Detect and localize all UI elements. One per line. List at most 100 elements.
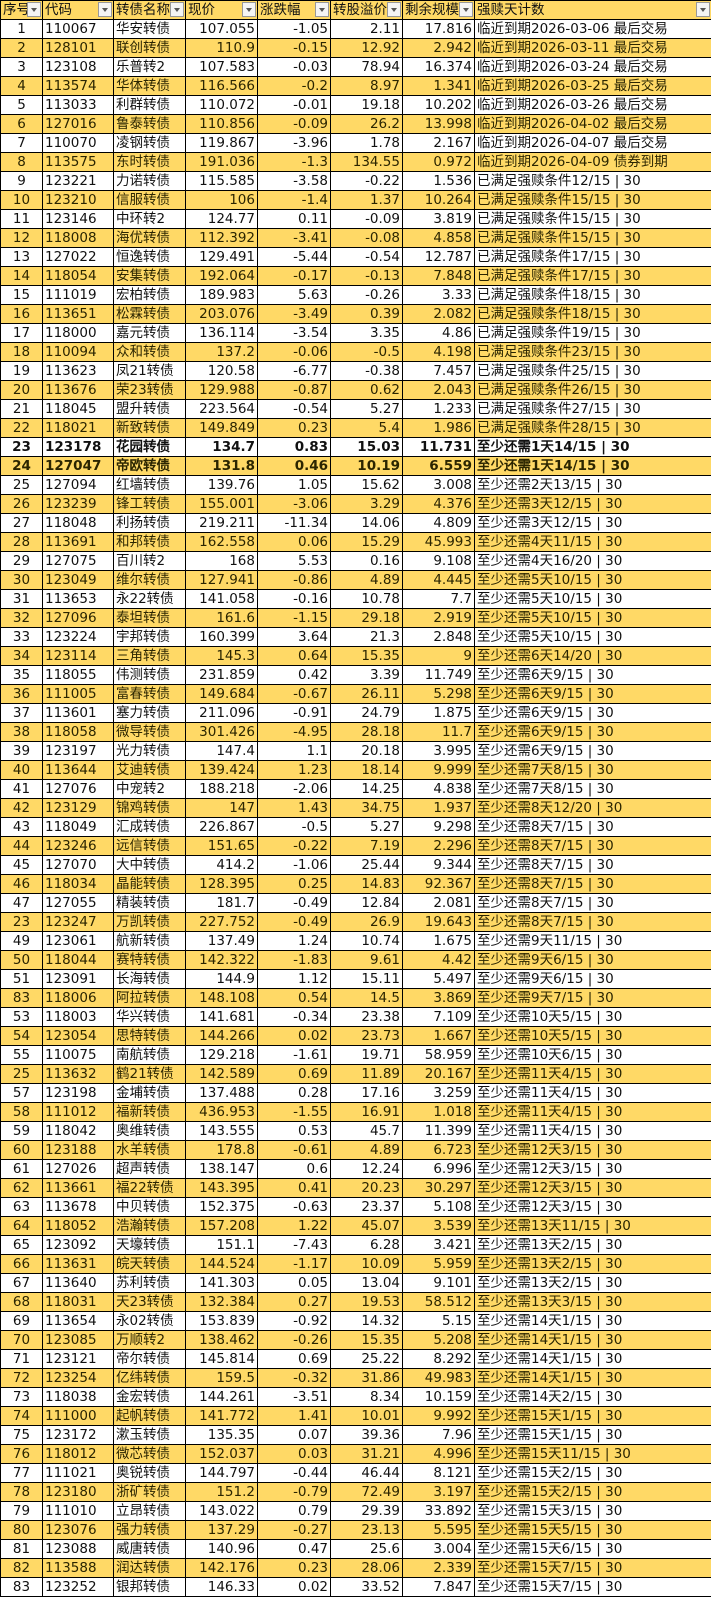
table-row[interactable]: 65 123092 天壕转债 151.1 -7.43 6.28 3.421 至少还需13天2/… [0, 1235, 711, 1255]
cell-name[interactable]: 福新转债 [113, 1102, 186, 1122]
cell-price[interactable]: 134.7 [185, 437, 258, 457]
cell-seq[interactable]: 9 [0, 171, 43, 191]
cell-seq[interactable]: 37 [0, 703, 43, 723]
cell-remaining[interactable]: 5.15 [402, 1311, 475, 1331]
cell-change[interactable]: -0.03 [257, 57, 331, 77]
cell-name[interactable]: 银邦转债 [113, 1577, 186, 1597]
cell-remaining[interactable]: 2.081 [402, 893, 475, 913]
cell-price[interactable]: 189.983 [185, 285, 258, 305]
cell-code[interactable]: 127047 [42, 456, 114, 476]
table-row[interactable]: 14 118054 安集转债 192.064 -0.17 -0.13 7.848 已满足强赎条… [0, 266, 711, 286]
cell-code[interactable]: 118055 [42, 665, 114, 685]
cell-name[interactable]: 立昂转债 [113, 1501, 186, 1521]
cell-redeem-count[interactable]: 至少还需14天1/15 | 30 [474, 1330, 711, 1350]
table-row[interactable]: 22 118021 新致转债 149.849 0.23 5.4 1.986 已满足强赎条件28… [0, 418, 711, 438]
table-row[interactable]: 80 123076 强力转债 137.29 -0.27 23.13 5.595 至少还需15天… [0, 1520, 711, 1540]
cell-remaining[interactable]: 9.101 [402, 1273, 475, 1293]
cell-name[interactable]: 众和转债 [113, 342, 186, 362]
table-row[interactable]: 69 113654 永02转债 153.839 -0.92 14.32 5.15 至少还需14… [0, 1311, 711, 1331]
cell-premium[interactable]: -0.38 [330, 361, 403, 381]
cell-premium[interactable]: 10.19 [330, 456, 403, 476]
cell-name[interactable]: 乐普转2 [113, 57, 186, 77]
cell-code[interactable]: 123146 [42, 209, 114, 229]
cell-code[interactable]: 123221 [42, 171, 114, 191]
table-row[interactable]: 61 127026 超声转债 138.147 0.6 12.24 6.996 至少还需12天3… [0, 1159, 711, 1179]
cell-premium[interactable]: 46.44 [330, 1463, 403, 1483]
header-seq[interactable]: 序号 [0, 0, 43, 20]
cell-name[interactable]: 新致转债 [113, 418, 186, 438]
cell-remaining[interactable]: 3.539 [402, 1216, 475, 1236]
table-row[interactable]: 13 127022 恒逸转债 129.491 -5.44 -0.54 12.787 已满足强赎… [0, 247, 711, 267]
cell-code[interactable]: 111005 [42, 684, 114, 704]
cell-premium[interactable]: 4.89 [330, 570, 403, 590]
cell-remaining[interactable]: 7.457 [402, 361, 475, 381]
cell-redeem-count[interactable]: 至少还需13天11/15 | 30 [474, 1216, 711, 1236]
cell-redeem-count[interactable]: 至少还需6天9/15 | 30 [474, 703, 711, 723]
cell-name[interactable]: 华兴转债 [113, 1007, 186, 1027]
cell-seq[interactable]: 19 [0, 361, 43, 381]
cell-code[interactable]: 118003 [42, 1007, 114, 1027]
cell-remaining[interactable]: 5.497 [402, 969, 475, 989]
table-row[interactable]: 1 110067 华安转债 107.055 -1.05 2.11 17.816 临近到期202… [0, 19, 711, 39]
cell-remaining[interactable]: 16.374 [402, 57, 475, 77]
cell-remaining[interactable]: 2.339 [402, 1558, 475, 1578]
cell-name[interactable]: 中贝转债 [113, 1197, 186, 1217]
cell-change[interactable]: 1.41 [257, 1406, 331, 1426]
cell-seq[interactable]: 65 [0, 1235, 43, 1255]
filter-dropdown-icon[interactable] [242, 2, 256, 17]
cell-name[interactable]: 信服转债 [113, 190, 186, 210]
cell-price[interactable]: 131.8 [185, 456, 258, 476]
cell-premium[interactable]: 7.19 [330, 836, 403, 856]
cell-premium[interactable]: 0.39 [330, 304, 403, 324]
cell-premium[interactable]: 15.62 [330, 475, 403, 495]
cell-change[interactable]: -0.01 [257, 95, 331, 115]
table-row[interactable]: 62 113661 福22转债 143.395 0.41 20.23 30.297 至少还需1… [0, 1178, 711, 1198]
cell-code[interactable]: 110070 [42, 133, 114, 153]
cell-premium[interactable]: 28.06 [330, 1558, 403, 1578]
cell-redeem-count[interactable]: 至少还需5天10/15 | 30 [474, 627, 711, 647]
cell-redeem-count[interactable]: 至少还需9天6/15 | 30 [474, 950, 711, 970]
cell-name[interactable]: 微导转债 [113, 722, 186, 742]
header-code[interactable]: 代码 [42, 0, 114, 20]
cell-name[interactable]: 利扬转债 [113, 513, 186, 533]
cell-seq[interactable]: 55 [0, 1045, 43, 1065]
cell-redeem-count[interactable]: 至少还需15天7/15 | 30 [474, 1577, 711, 1597]
cell-seq[interactable]: 29 [0, 551, 43, 571]
table-row[interactable]: 8 113575 东时转债 191.036 -1.3 134.55 0.972 临近到期202… [0, 152, 711, 172]
cell-change[interactable]: -0.27 [257, 1520, 331, 1540]
table-row[interactable]: 20 113676 荣23转债 129.988 -0.87 0.62 2.043 已满足强赎条… [0, 380, 711, 400]
cell-code[interactable]: 113651 [42, 304, 114, 324]
filter-dropdown-icon[interactable] [170, 2, 184, 17]
cell-seq[interactable]: 32 [0, 608, 43, 628]
cell-name[interactable]: 金埔转债 [113, 1083, 186, 1103]
cell-premium[interactable]: 14.5 [330, 988, 403, 1008]
table-row[interactable]: 81 123088 威唐转债 140.96 0.47 25.6 3.004 至少还需15天6/… [0, 1539, 711, 1559]
cell-remaining[interactable]: 30.297 [402, 1178, 475, 1198]
cell-name[interactable]: 红墙转债 [113, 475, 186, 495]
cell-code[interactable]: 113644 [42, 760, 114, 780]
filter-dropdown-icon[interactable] [98, 2, 112, 17]
cell-name[interactable]: 泰坦转债 [113, 608, 186, 628]
cell-premium[interactable]: 10.09 [330, 1254, 403, 1274]
cell-redeem-count[interactable]: 临近到期2026-03-11 最后交易 [474, 38, 711, 58]
cell-change[interactable]: 0.02 [257, 1577, 331, 1597]
cell-change[interactable]: 0.53 [257, 1121, 331, 1141]
cell-remaining[interactable]: 11.731 [402, 437, 475, 457]
cell-code[interactable]: 118000 [42, 323, 114, 343]
cell-price[interactable]: 138.462 [185, 1330, 258, 1350]
cell-seq[interactable]: 34 [0, 646, 43, 666]
cell-change[interactable]: 0.64 [257, 646, 331, 666]
cell-name[interactable]: 大中转债 [113, 855, 186, 875]
cell-price[interactable]: 139.424 [185, 760, 258, 780]
cell-remaining[interactable]: 2.848 [402, 627, 475, 647]
cell-name[interactable]: 浩瀚转债 [113, 1216, 186, 1236]
cell-name[interactable]: 万顺转2 [113, 1330, 186, 1350]
cell-name[interactable]: 苏利转债 [113, 1273, 186, 1293]
cell-seq[interactable]: 5 [0, 95, 43, 115]
cell-remaining[interactable]: 8.292 [402, 1349, 475, 1369]
table-row[interactable]: 9 123221 力诺转债 115.585 -3.58 -0.22 1.536 已满足强赎条件… [0, 171, 711, 191]
cell-remaining[interactable]: 7.7 [402, 589, 475, 609]
cell-redeem-count[interactable]: 至少还需14天1/15 | 30 [474, 1311, 711, 1331]
cell-premium[interactable]: 20.23 [330, 1178, 403, 1198]
cell-seq[interactable]: 11 [0, 209, 43, 229]
